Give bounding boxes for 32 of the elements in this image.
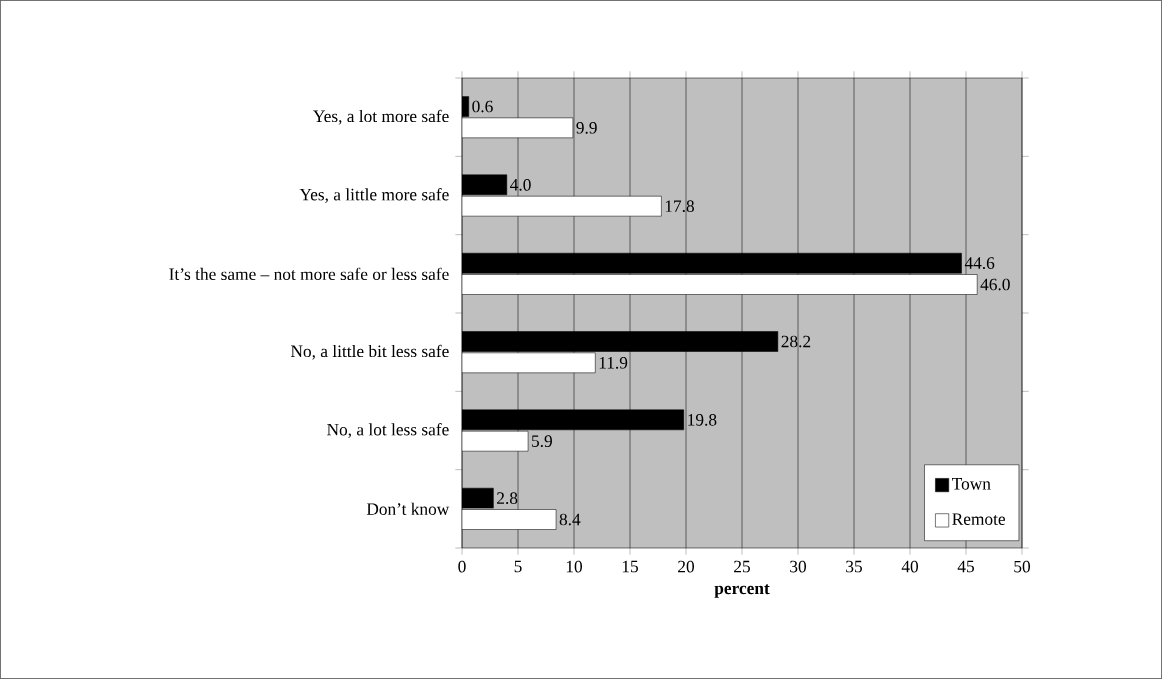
data-label: 44.6 xyxy=(964,257,995,270)
legend-label: Town xyxy=(952,478,991,490)
y-tick-label: It’s the same – not more safe or less safe xyxy=(169,267,449,281)
data-label: 11.9 xyxy=(599,356,628,369)
data-label: 19.8 xyxy=(688,413,717,426)
x-tick-label: 0 xyxy=(458,560,466,573)
data-label: 8.4 xyxy=(559,513,581,526)
y-tick-label: Don’t know xyxy=(366,502,450,515)
y-tick-label: No, a lot less safe xyxy=(327,423,449,438)
data-label: 4.0 xyxy=(510,178,531,191)
x-tick-label: 45 xyxy=(957,560,974,573)
x-tick-label: 50 xyxy=(1014,560,1031,573)
x-tick-label: 40 xyxy=(901,560,919,573)
legend-label: Remote xyxy=(952,513,1006,525)
x-tick-label: 30 xyxy=(790,560,807,573)
x-tick-label: 10 xyxy=(566,560,583,573)
data-label: 9.9 xyxy=(576,121,597,134)
y-tick-label: No, a little bit less safe xyxy=(290,344,449,360)
data-label: 28.2 xyxy=(781,335,811,348)
data-label: 17.8 xyxy=(665,200,694,213)
data-label: 46.0 xyxy=(980,278,1010,291)
data-label: 0.6 xyxy=(472,100,493,113)
data-label: 5.9 xyxy=(532,435,552,448)
y-tick-label: Yes, a little more safe xyxy=(299,188,449,203)
x-tick-label: 5 xyxy=(514,560,522,573)
data-label: 2.8 xyxy=(497,492,518,505)
x-tick-label: 25 xyxy=(734,560,750,573)
y-tick-label: Yes, a lot more safe xyxy=(313,109,449,125)
x-tick-label: 20 xyxy=(678,560,695,573)
x-tick-label: 35 xyxy=(846,560,862,573)
x-tick-label: 15 xyxy=(622,560,638,573)
x-axis-title: percent xyxy=(714,584,770,598)
